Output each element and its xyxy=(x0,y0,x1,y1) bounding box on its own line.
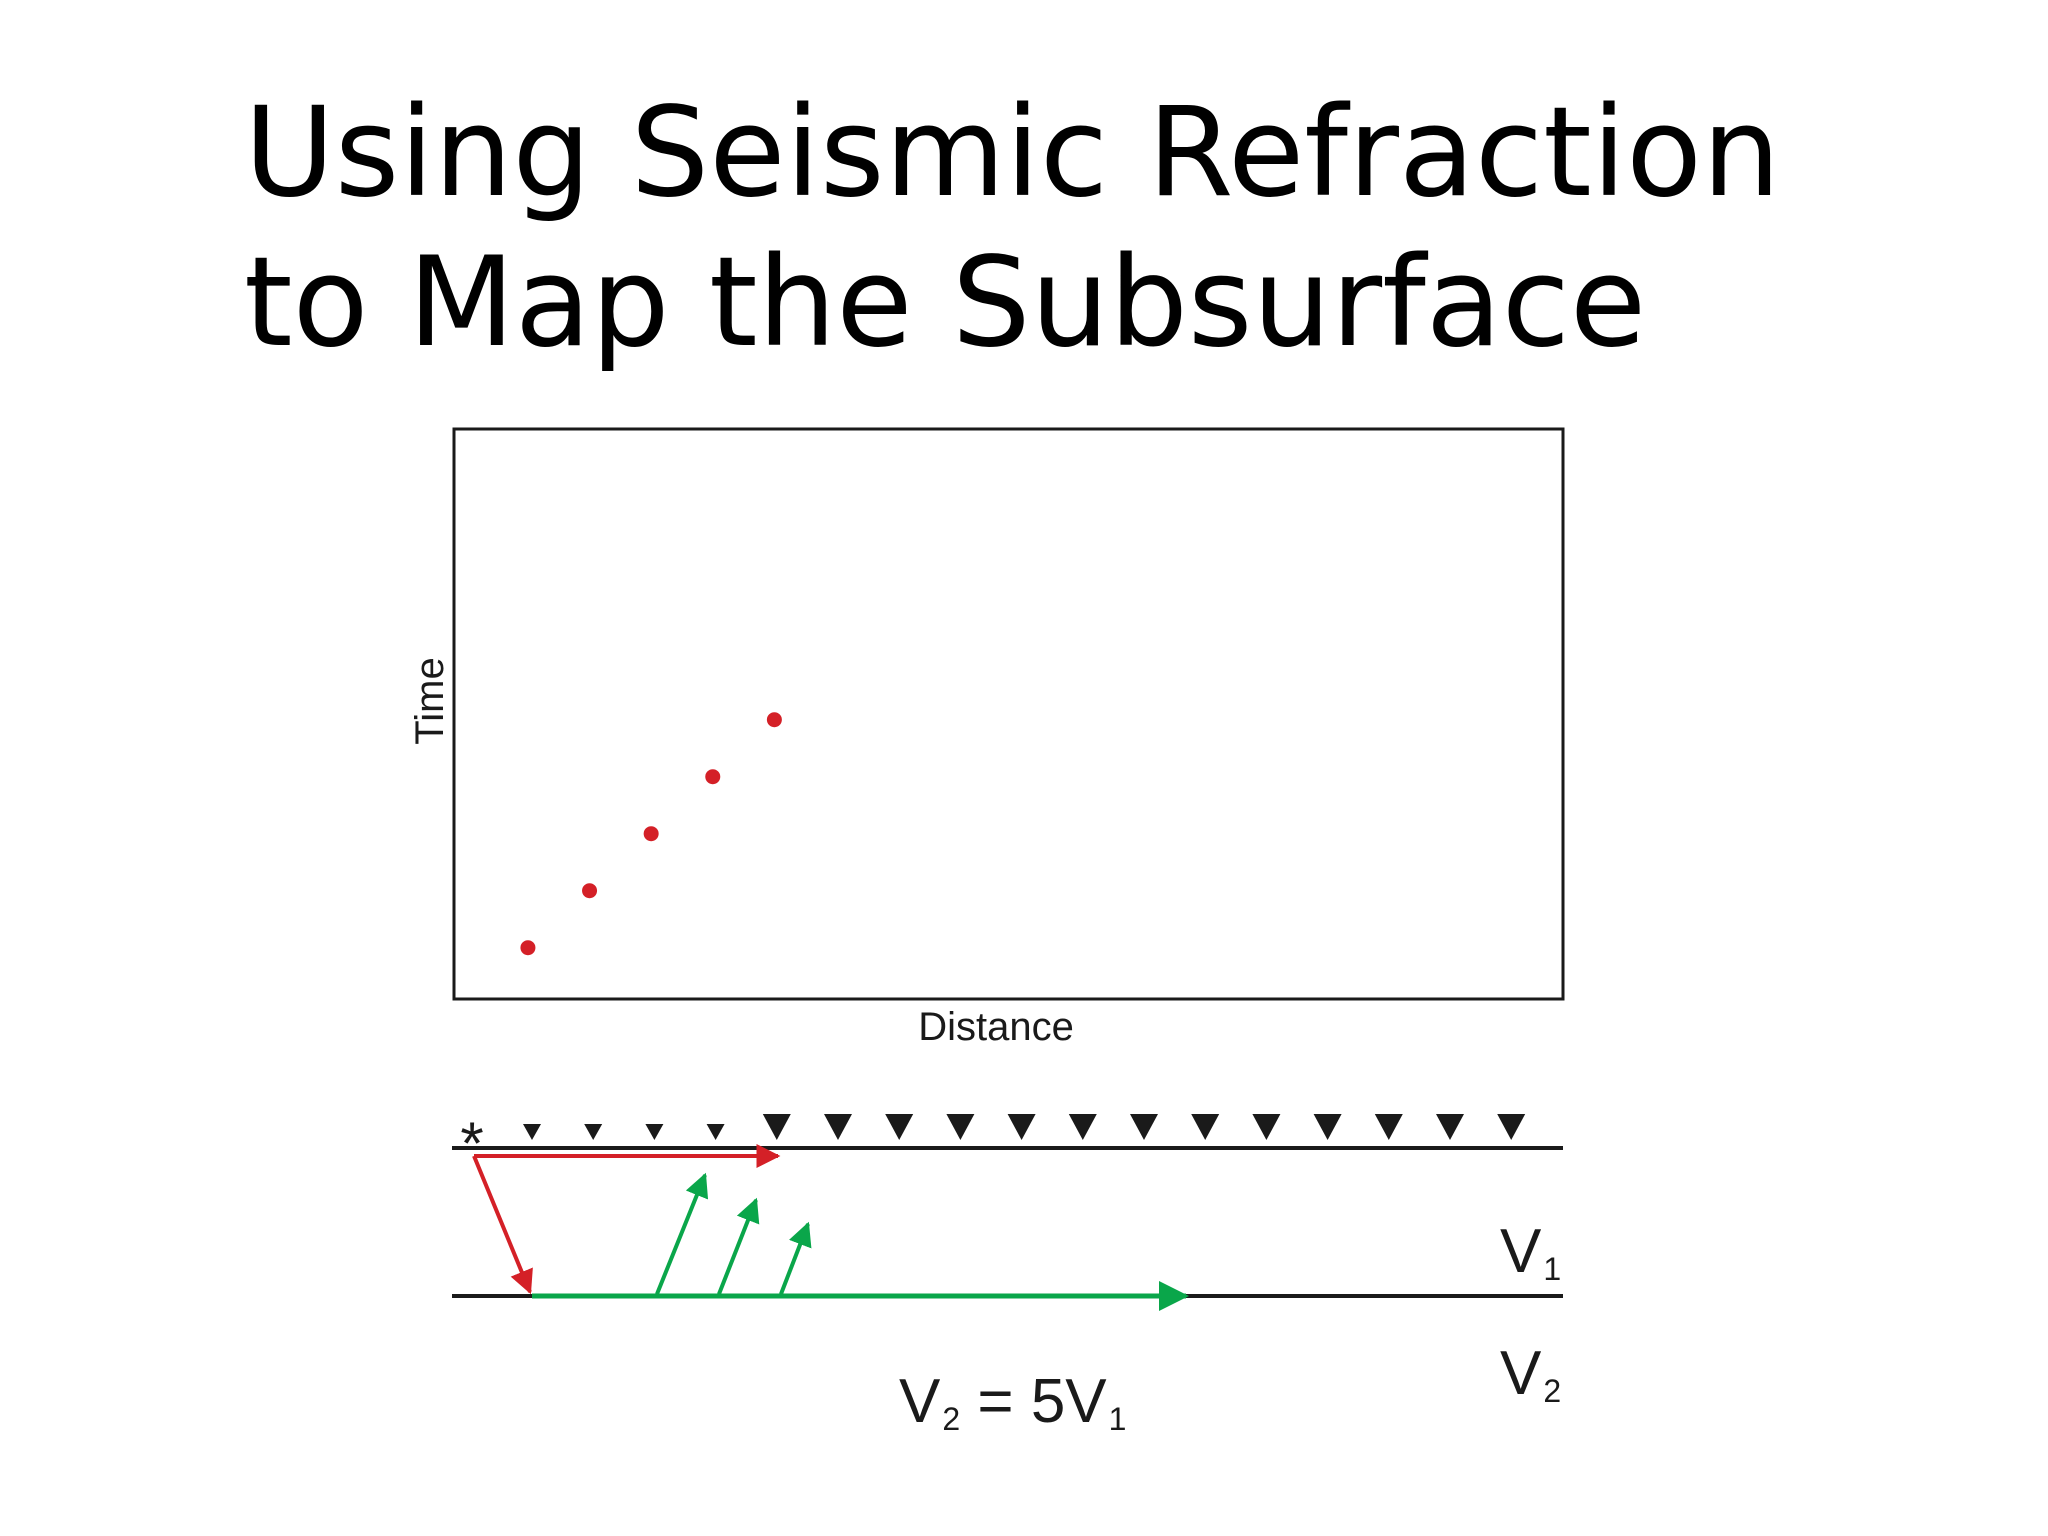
geophone-receivers xyxy=(523,1114,1526,1140)
data-point-3 xyxy=(643,826,659,842)
receiver-11 xyxy=(1130,1114,1158,1140)
receiver-4 xyxy=(706,1124,725,1140)
receiver-17 xyxy=(1497,1114,1526,1140)
receiver-12 xyxy=(1191,1114,1220,1140)
data-point-5 xyxy=(766,712,782,728)
slide-title: Using Seismic Refraction to Map the Subs… xyxy=(244,78,1781,378)
velocity-relation: V2 = 5V1 xyxy=(899,1367,1126,1437)
slide-title-line-1: Using Seismic Refraction xyxy=(244,81,1781,225)
subsurface-diagram: * V1 V2 V2 = 5V1 xyxy=(452,1110,1563,1437)
data-point-4 xyxy=(705,769,721,785)
refracted-ray-1 xyxy=(655,1172,709,1295)
data-points xyxy=(520,712,782,956)
layer-2-velocity-label: V2 xyxy=(1500,1339,1561,1409)
receiver-6 xyxy=(824,1114,852,1140)
receiver-10 xyxy=(1068,1114,1097,1140)
receiver-7 xyxy=(885,1114,914,1140)
receiver-13 xyxy=(1252,1114,1281,1140)
refracted-ray-2 xyxy=(717,1197,760,1295)
data-point-2 xyxy=(582,883,598,899)
receiver-15 xyxy=(1374,1114,1403,1140)
incident-ray xyxy=(472,1155,533,1295)
x-axis-label: Distance xyxy=(918,1005,1074,1049)
data-point-1 xyxy=(520,940,536,956)
receiver-5 xyxy=(762,1114,791,1140)
receiver-3 xyxy=(645,1124,664,1140)
slide-title-line-2: to Map the Subsurface xyxy=(244,231,1647,375)
y-axis-label: Time xyxy=(408,657,452,744)
receiver-1 xyxy=(523,1124,541,1140)
receiver-8 xyxy=(946,1114,975,1140)
plot-frame xyxy=(452,427,1565,1001)
receiver-9 xyxy=(1007,1114,1036,1140)
refracted-ray-3 xyxy=(779,1221,812,1295)
layer-1-velocity-label: V1 xyxy=(1500,1217,1561,1287)
receiver-16 xyxy=(1436,1114,1464,1140)
travel-time-chart: Distance Time xyxy=(408,427,1565,1049)
receiver-14 xyxy=(1313,1114,1342,1140)
receiver-2 xyxy=(584,1124,603,1140)
